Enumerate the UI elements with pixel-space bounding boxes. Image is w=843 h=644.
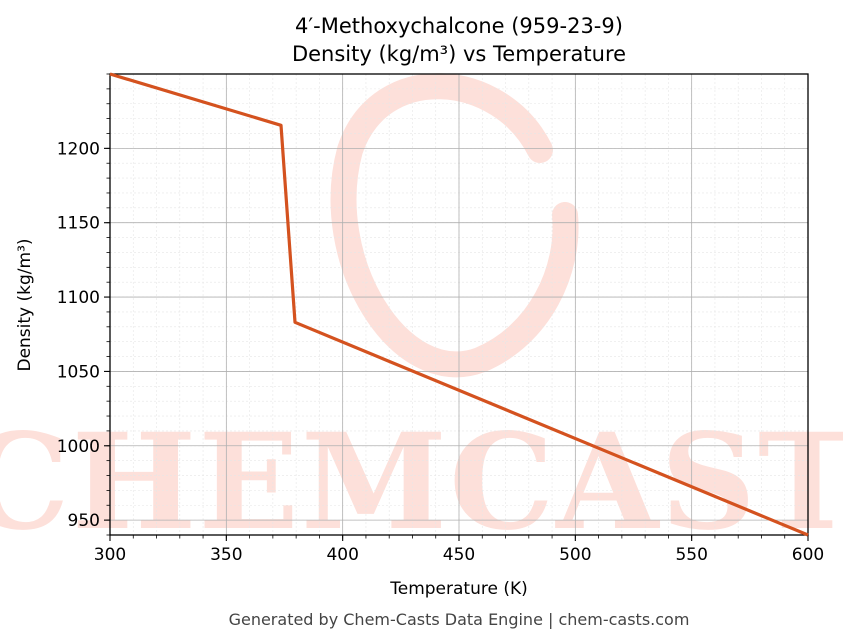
x-tick-label: 550 — [675, 545, 707, 565]
axis-ticks — [104, 73, 809, 541]
y-tick-label: 1050 — [57, 362, 100, 382]
footer-credit: Generated by Chem-Casts Data Engine | ch… — [229, 610, 690, 629]
chart-title: 4′-Methoxychalcone (959-23-9) — [295, 14, 623, 38]
x-axis-label: Temperature (K) — [389, 579, 528, 599]
y-tick-label: 1000 — [57, 437, 100, 457]
x-tick-label: 300 — [94, 545, 126, 565]
watermark-text: CHEMCASTS — [0, 405, 843, 560]
y-tick-labels: 950 1000 1050 1100 1150 1200 — [57, 139, 100, 531]
x-tick-labels: 300 350 400 450 500 550 600 — [94, 545, 824, 565]
y-tick-label: 1150 — [57, 214, 100, 234]
x-tick-label: 600 — [792, 545, 824, 565]
chart-subtitle: Density (kg/m³) vs Temperature — [292, 42, 626, 66]
y-axis-label: Density (kg/m³) — [15, 238, 35, 371]
x-tick-label: 350 — [210, 545, 242, 565]
density-series-line — [109, 72, 809, 537]
x-tick-label: 450 — [443, 545, 475, 565]
watermark-logo: CHEMCASTS — [0, 73, 843, 560]
y-tick-label: 1100 — [57, 288, 100, 308]
y-tick-label: 950 — [68, 511, 100, 531]
y-tick-label: 1200 — [57, 139, 100, 159]
x-tick-label: 400 — [326, 545, 358, 565]
x-tick-label: 500 — [559, 545, 591, 565]
series-layer — [109, 72, 809, 537]
major-grid — [109, 74, 809, 535]
